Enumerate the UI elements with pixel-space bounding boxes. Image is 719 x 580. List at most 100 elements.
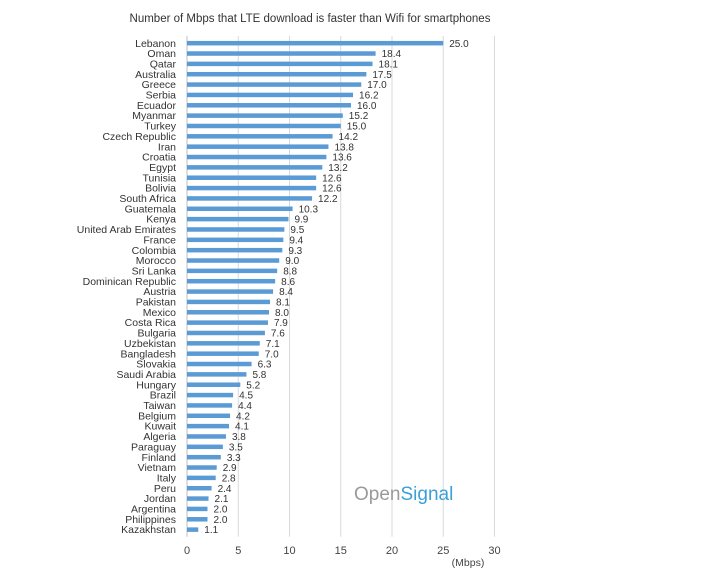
value-label: 3.5	[229, 442, 243, 453]
category-label: Paraguay	[131, 441, 177, 453]
value-label: 16.2	[359, 91, 379, 102]
bar	[187, 247, 283, 253]
bar	[187, 227, 285, 232]
category-label: Jordan	[144, 493, 176, 505]
category-label: Bangladesh	[121, 348, 177, 360]
value-label: 9.5	[290, 225, 304, 236]
value-label: 4.5	[239, 391, 253, 402]
bar	[187, 485, 212, 491]
bar	[187, 216, 289, 222]
value-label: 4.1	[235, 422, 249, 433]
category-label: Greece	[142, 79, 177, 91]
category-label: Czech Republic	[102, 131, 176, 143]
category-label: Brazil	[150, 390, 176, 402]
value-label: 13.6	[332, 153, 352, 164]
value-label: 13.2	[328, 163, 348, 174]
bar	[187, 330, 265, 336]
category-label: Vietnam	[138, 462, 177, 474]
category-label: Croatia	[142, 152, 176, 164]
x-tick-label: 10	[283, 545, 295, 557]
value-label: 9.3	[288, 246, 302, 257]
category-label: Serbia	[146, 90, 177, 102]
bar	[187, 289, 274, 294]
category-labels: LebanonOmanQatarAustraliaGreeceSerbiaEcu…	[77, 38, 177, 536]
bar	[187, 144, 329, 149]
value-label: 17.5	[372, 70, 392, 81]
value-label: 2.0	[214, 505, 228, 516]
value-label: 12.2	[318, 194, 338, 205]
value-label: 3.8	[232, 432, 246, 443]
bar	[187, 465, 217, 470]
x-tick-label: 20	[386, 545, 398, 557]
bar	[187, 341, 260, 346]
category-label: Saudi Arabia	[116, 369, 176, 381]
category-label: Egypt	[149, 162, 176, 174]
category-label: Mexico	[143, 307, 176, 319]
value-label: 8.8	[283, 266, 297, 277]
category-label: Kazakhstan	[121, 524, 176, 536]
bar	[187, 496, 209, 501]
bar	[187, 517, 208, 522]
category-label: Belgium	[138, 410, 176, 422]
bar	[187, 361, 252, 367]
category-label: Kenya	[146, 214, 176, 226]
category-label: Peru	[154, 483, 176, 495]
bar	[187, 268, 278, 274]
bar	[187, 454, 221, 460]
bar	[187, 372, 247, 377]
value-label: 8.1	[276, 298, 290, 309]
category-label: Iran	[158, 141, 176, 153]
x-tick-label: 5	[235, 545, 241, 557]
bar	[187, 154, 327, 160]
bar	[187, 134, 333, 139]
bar	[187, 506, 208, 512]
category-label: Argentina	[131, 504, 176, 516]
category-label: France	[143, 234, 176, 246]
category-label: Turkey	[144, 121, 176, 133]
bar	[187, 310, 269, 315]
bar	[187, 403, 233, 408]
category-label: Kuwait	[144, 421, 176, 433]
x-tick-label: 0	[184, 545, 190, 557]
category-label: Australia	[135, 69, 176, 81]
category-label: Algeria	[143, 431, 176, 443]
value-label: 10.3	[299, 204, 319, 215]
value-label: 9.4	[289, 235, 303, 246]
value-label: 8.6	[281, 277, 295, 288]
value-label: 2.1	[215, 494, 229, 505]
category-label: Bulgaria	[137, 328, 176, 340]
value-label: 4.2	[236, 411, 250, 422]
x-tick-label: 30	[488, 545, 500, 557]
chart-title: Number of Mbps that LTE download is fast…	[130, 13, 491, 25]
bar	[187, 196, 313, 201]
x-axis-ticks: 0 5 10 15 20 25 30	[184, 545, 501, 557]
value-label: 9.0	[285, 256, 299, 267]
category-label: United Arab Emirates	[77, 224, 176, 236]
bar	[187, 351, 259, 356]
category-label: Uzbekistan	[124, 338, 176, 350]
value-label: 2.8	[222, 473, 236, 484]
bar	[187, 382, 241, 387]
category-label: Hungary	[136, 379, 176, 391]
value-label: 6.3	[258, 360, 272, 371]
category-label: Austria	[143, 286, 176, 298]
gridlines	[186, 36, 495, 537]
bar	[187, 237, 284, 243]
bar	[187, 278, 276, 284]
value-label: 13.8	[334, 142, 354, 153]
bar	[187, 258, 280, 263]
category-label: Oman	[147, 48, 176, 60]
value-label: 12.6	[322, 184, 342, 195]
category-label: Lebanon	[135, 38, 176, 50]
value-label: 5.8	[252, 370, 266, 381]
value-label: 18.1	[379, 59, 399, 70]
category-label: Slovakia	[136, 359, 176, 371]
category-label: Costa Rica	[125, 317, 177, 329]
category-label: Italy	[157, 472, 177, 484]
category-label: Philippines	[125, 514, 176, 526]
category-label: Colombia	[132, 245, 177, 257]
value-label: 18.4	[382, 49, 402, 60]
bar	[187, 423, 230, 429]
value-label: 9.9	[294, 215, 308, 226]
category-label: Sri Lanka	[132, 265, 177, 277]
